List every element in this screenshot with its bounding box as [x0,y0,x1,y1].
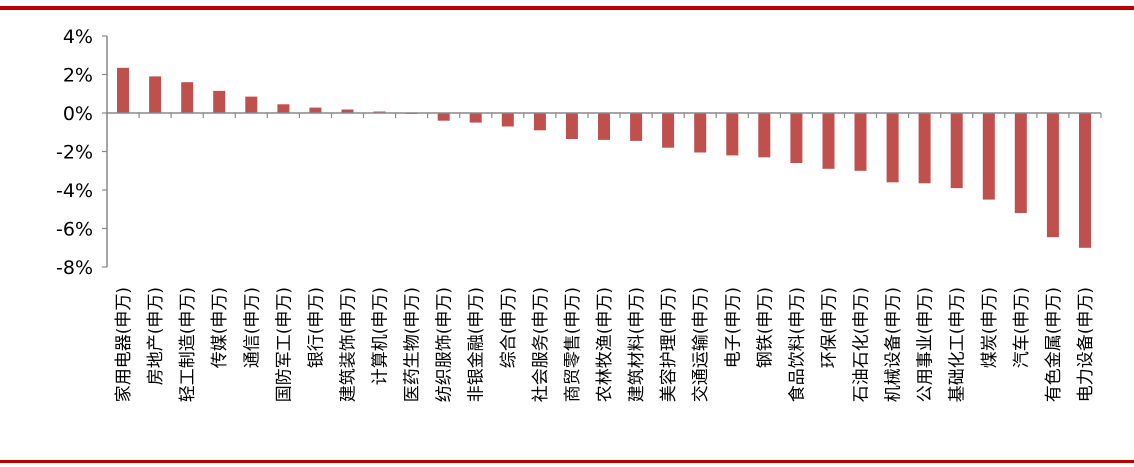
bar-10 [437,113,450,121]
bar-23 [854,113,867,171]
bar-5 [277,104,290,113]
axes-group [102,35,1102,268]
bar-11 [469,113,482,123]
x-category-label: 轻工制造(申万) [178,287,198,402]
x-category-label: 社会服务(申万) [531,287,551,402]
x-category-label: 传媒(申万) [210,287,230,368]
bar-22 [822,113,835,169]
bar-30 [1079,113,1091,248]
x-category-label: 钢铁(申万) [755,287,775,368]
x-category-label: 房地产(申万) [146,287,166,385]
x-category-label: 汽车(申万) [1012,287,1032,368]
bar-26 [950,113,963,189]
bar-29 [1046,113,1059,238]
bar-14 [565,113,578,139]
x-category-label: 电子(申万) [723,287,743,368]
y-axis-tick-labels: 4% 2% 0% -2% -4% -6% -8% [56,26,93,279]
x-category-label: 石油石化(申万) [852,287,872,402]
x-category-label: 商贸零售(申万) [563,287,583,402]
bar-1 [149,76,162,113]
x-category-label: 食品饮料(申万) [787,287,807,402]
bar-12 [501,113,514,127]
bar-17 [662,113,675,148]
x-axis-category-labels: 家用电器(申万) 房地产(申万) 轻工制造(申万) 传媒(申万) 通信(申万) 国防军工(… [114,287,1096,402]
bar-18 [694,113,707,153]
bottom-accent-rule [0,460,1134,463]
bar-21 [790,113,803,163]
x-category-label: 建筑材料(申万) [627,287,647,402]
y-tick-label: 2% [63,65,93,87]
x-category-label: 通信(申万) [242,287,262,368]
x-category-label: 计算机(申万) [371,287,391,385]
x-category-label: 建筑装饰(申万) [339,287,359,402]
bar-2 [181,82,194,113]
x-category-label: 机械设备(申万) [884,287,904,402]
bar-6 [309,107,322,113]
bars-group [117,67,1091,248]
bar-24 [886,113,899,183]
y-tick-label: -8% [56,257,93,279]
y-tick-label: -6% [56,219,93,241]
bar-0 [117,67,129,113]
x-category-label: 电力设备(申万) [1076,287,1096,402]
x-category-label: 煤炭(申万) [980,287,1000,368]
x-category-label: 家用电器(申万) [114,287,134,402]
y-tick-label: 0% [63,103,93,125]
x-category-label: 公用事业(申万) [916,287,936,402]
x-category-label: 农林牧渔(申万) [595,287,615,402]
top-accent-rule [0,6,1134,10]
bar-27 [982,113,995,200]
bar-19 [726,113,739,156]
bar-25 [918,113,931,184]
bar-7 [341,109,354,113]
bar-20 [758,113,771,158]
bar-28 [1014,113,1027,214]
x-category-label: 基础化工(申万) [948,287,968,402]
x-category-label: 有色金属(申万) [1044,287,1064,402]
bar-13 [533,113,546,131]
x-category-label: 医药生物(申万) [403,287,423,402]
y-tick-label: -4% [56,180,93,202]
bar-3 [213,90,226,113]
x-category-label: 美容护理(申万) [659,287,679,402]
y-tick-label: -2% [56,142,93,164]
x-category-label: 国防军工(申万) [274,287,294,402]
x-category-label: 纺织服饰(申万) [435,287,455,402]
x-category-label: 银行(申万) [306,287,326,368]
y-tick-label: 4% [63,26,93,48]
bar-4 [245,96,258,113]
x-category-label: 非银金融(申万) [467,287,487,402]
bar-16 [630,113,643,141]
x-category-label: 综合(申万) [499,287,519,368]
x-category-label: 环保(申万) [820,287,840,368]
bar-15 [598,113,610,140]
x-category-label: 交通运输(申万) [691,287,711,402]
